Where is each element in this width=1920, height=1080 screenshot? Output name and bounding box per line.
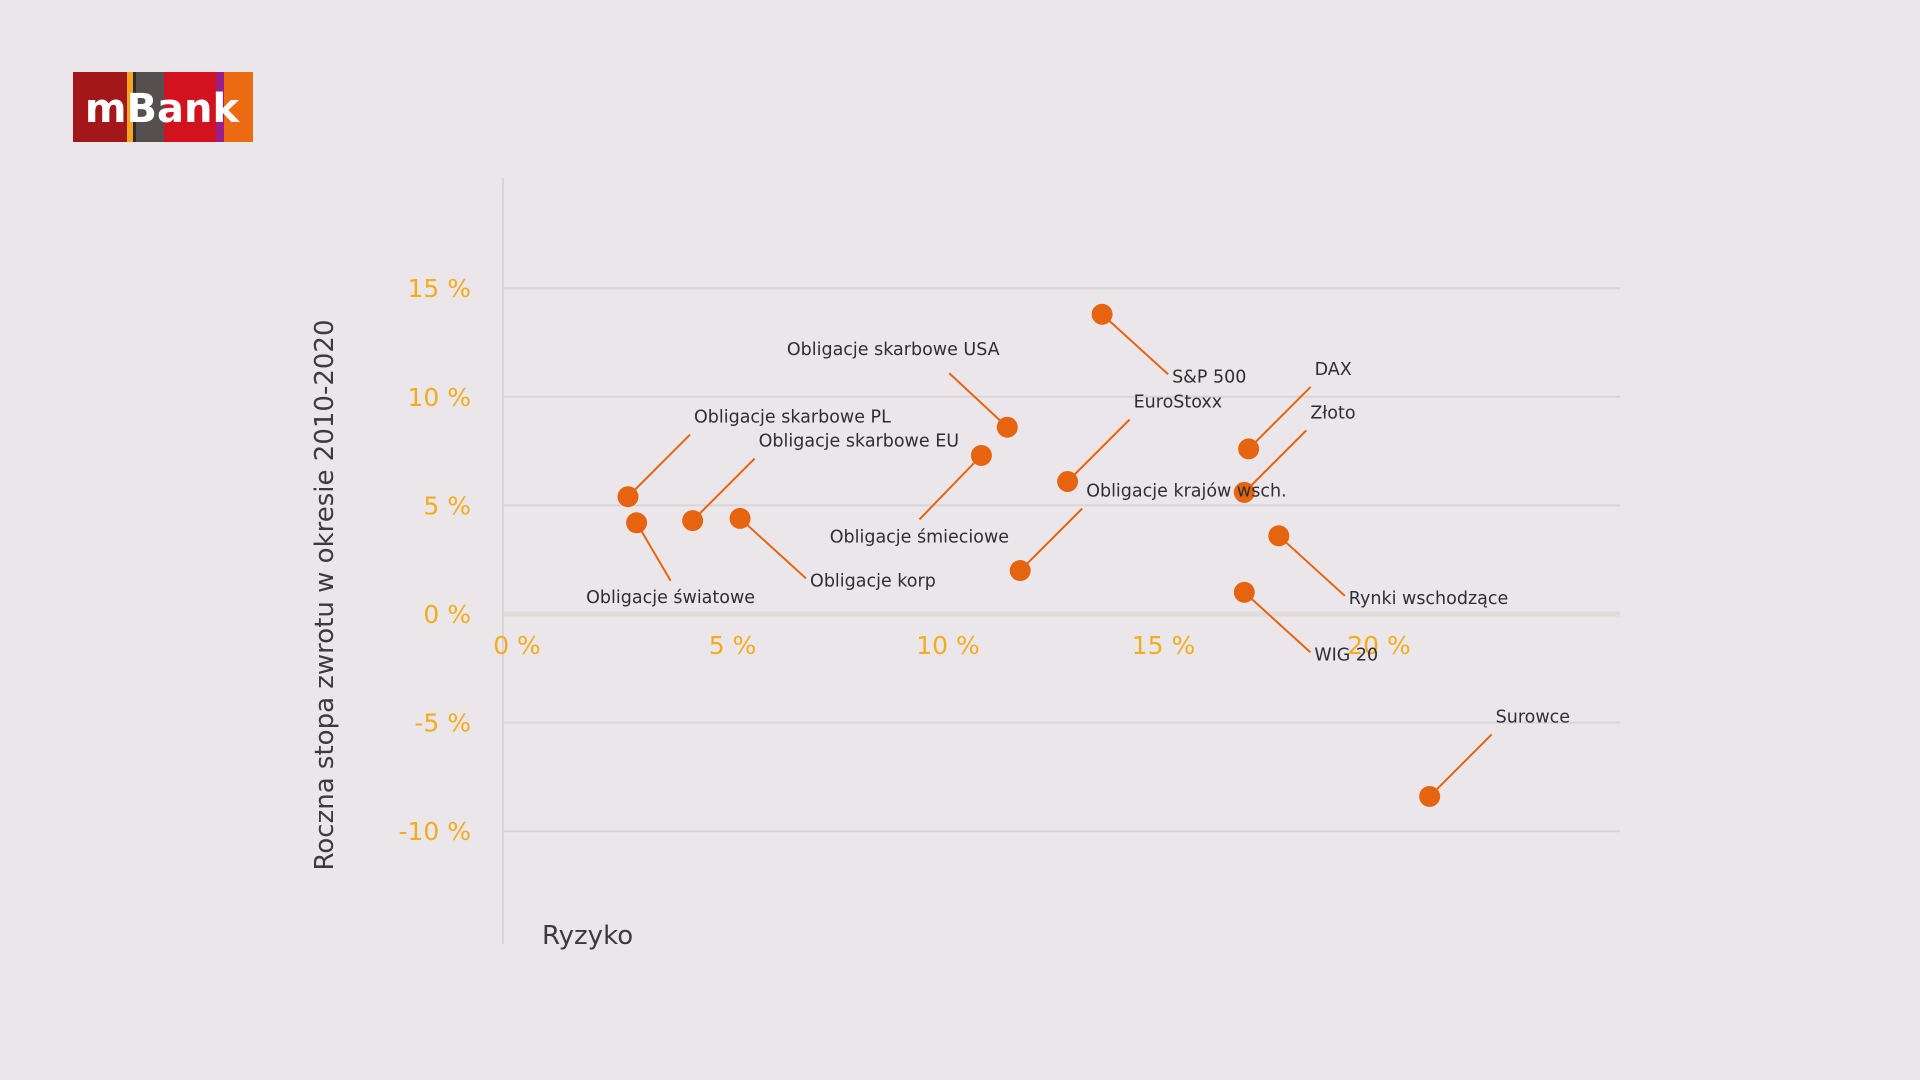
axes: 15 % 10 % 5 % 0 % -5 % -10 % 0 % 5 % 10 % 15 % 20 … [398, 178, 1411, 944]
x-tick-label: 0 % [493, 631, 541, 660]
point-label: S&P 500 [1172, 367, 1246, 387]
leader-line [627, 434, 691, 498]
y-tick-label: 5 % [423, 491, 471, 520]
data-point [1268, 525, 1290, 547]
data-point [682, 510, 704, 532]
y-tick-label: -10 % [398, 817, 471, 846]
x-tick-label: 10 % [916, 631, 980, 660]
point-label: Obligacje skarbowe EU [759, 432, 959, 452]
data-point [1419, 785, 1441, 807]
data-point [617, 486, 639, 508]
leader-line [691, 457, 756, 522]
point-labels: Obligacje skarbowe PL Obligacje światowe O… [586, 340, 1570, 727]
leader-line [739, 517, 807, 580]
leader-line [1019, 507, 1083, 572]
point-label: Złoto [1310, 403, 1355, 423]
leader-line [1428, 733, 1493, 798]
logo-wordmark: mBank [85, 86, 241, 132]
point-label: Obligacje krajów wsch. [1086, 482, 1286, 502]
data-point [1057, 471, 1079, 493]
point-label: Obligacje światowe [586, 588, 755, 608]
data-point [1233, 581, 1255, 603]
leader-line [918, 454, 983, 521]
data-point [996, 416, 1018, 438]
data-point [1233, 481, 1255, 503]
x-tick-label: 15 % [1132, 631, 1196, 660]
logo-stripe-purple [216, 72, 224, 142]
data-points [617, 303, 1441, 807]
leader-line [1243, 429, 1308, 494]
y-tick-label: -5 % [414, 709, 471, 738]
leader-line [1101, 313, 1169, 376]
x-tick-label: 20 % [1347, 631, 1411, 660]
data-point [1009, 560, 1031, 582]
leader-lines [627, 313, 1493, 798]
data-point [729, 507, 751, 529]
point-label: Obligacje śmieciowe [830, 527, 1009, 547]
logo-stripe-orange [224, 72, 253, 142]
mbank-logo: mBank [73, 72, 253, 142]
point-label: Surowce [1496, 707, 1570, 727]
leader-line [635, 522, 672, 582]
data-point [970, 444, 992, 466]
y-tick-label: 0 % [423, 600, 471, 629]
logo-stripe-grey [136, 72, 164, 142]
point-label: Obligacje korp [810, 571, 936, 591]
y-tick-label: 10 % [407, 383, 471, 412]
leader-line [948, 372, 1008, 428]
point-label: Obligacje skarbowe PL [694, 408, 891, 428]
gridlines [503, 287, 1620, 833]
data-point [626, 512, 648, 534]
data-point [1238, 438, 1260, 460]
point-label: WIG 20 [1314, 645, 1378, 665]
leader-line [1247, 386, 1312, 450]
logo-stripe-yellow [127, 72, 133, 142]
logo-stripe-red [164, 72, 216, 142]
logo-stripe-black [133, 72, 136, 142]
leader-line [1243, 591, 1311, 654]
x-tick-label: 5 % [709, 631, 757, 660]
leader-line [1278, 535, 1346, 597]
data-point [1091, 303, 1113, 325]
point-label: DAX [1315, 360, 1352, 380]
y-tick-label: 15 % [407, 274, 471, 303]
point-label: Rynki wschodzące [1349, 589, 1508, 609]
point-label: Obligacje skarbowe USA [787, 340, 1000, 360]
y-axis-title: Roczna stopa zwrotu w okresie 2010-2020 [310, 319, 340, 870]
point-label: EuroStoxx [1134, 393, 1223, 413]
leader-line [1066, 418, 1131, 483]
x-axis-title: Ryzyko [542, 921, 633, 951]
logo-stripe-dark-red [73, 72, 127, 142]
